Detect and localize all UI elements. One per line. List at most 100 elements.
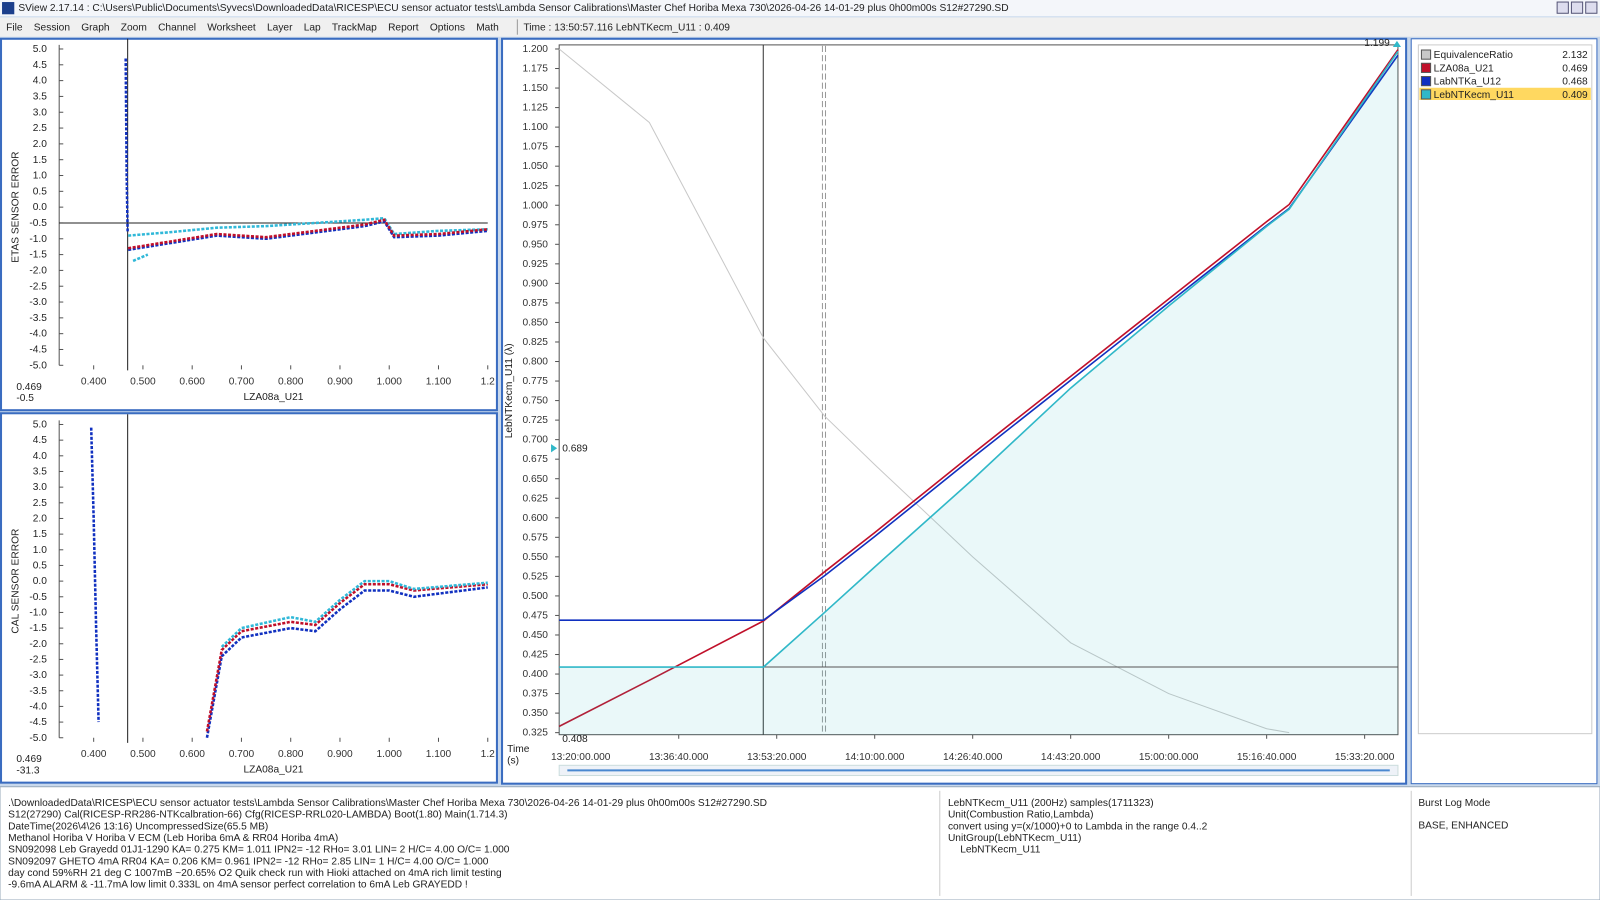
info-line: S12(27290) Cal(RICESP-RR286-NTKcalbratio… <box>8 810 507 821</box>
plot-frame <box>558 44 1399 736</box>
scatter-trace <box>132 253 149 263</box>
y-tick-label: 4.5 <box>33 435 47 446</box>
y-tick-label: 3.5 <box>33 91 47 102</box>
scatter-trace <box>128 216 488 237</box>
info-line: Burst Log Mode <box>1418 798 1490 809</box>
x-tick-label: 15:16:40.000 <box>1237 752 1297 763</box>
scatter-panel <box>0 412 498 784</box>
y-tick-label: 1.5 <box>33 155 47 166</box>
info-line: .\DownloadedData\RICESP\ECU sensor actua… <box>8 798 767 809</box>
x-tick-label: 0.800 <box>278 377 304 388</box>
y-tick-label: -1.5 <box>29 623 47 634</box>
marker-label: 0.408 <box>562 734 588 745</box>
y-tick-label: 1.000 <box>522 200 548 211</box>
x-tick-label: 0.600 <box>179 377 205 388</box>
window-title: SView 2.17.14 : C:\Users\Public\Document… <box>18 3 1008 14</box>
y-tick-label: 0.0 <box>33 576 47 587</box>
y-tick-label: 0.500 <box>522 591 548 602</box>
y-tick-label: 1.075 <box>522 142 548 153</box>
x-tick-label: 0.800 <box>278 749 304 760</box>
y-tick-label: -3.5 <box>29 686 47 697</box>
marker-label: 1.199 <box>1364 38 1390 49</box>
y-tick-label: 0.350 <box>522 708 548 719</box>
x-axis-label: LZA08a_U21 <box>243 392 303 403</box>
x-tick-label: 0.900 <box>327 377 353 388</box>
x-tick-label: 13:36:40.000 <box>649 752 709 763</box>
y-tick-label: -3.0 <box>29 297 47 308</box>
y-tick-label: 0.975 <box>522 220 548 231</box>
menu-item[interactable]: Graph <box>81 23 109 34</box>
close-button[interactable] <box>1585 1 1598 14</box>
menu-item[interactable]: Report <box>388 23 419 34</box>
legend-swatch[interactable] <box>1420 89 1432 100</box>
info-line: SN092097 GHETO 4mA RR04 KA= 0.206 KM= 0.… <box>8 856 489 867</box>
y-tick-label: 0.675 <box>522 454 548 465</box>
menu-item[interactable]: Layer <box>267 23 293 34</box>
x-tick-label: 15:33:20.000 <box>1335 752 1395 763</box>
menu-item[interactable]: Channel <box>158 23 196 34</box>
x-tick-label: 1.000 <box>376 377 402 388</box>
scatter-trace <box>205 586 488 738</box>
cursor-x-readout: 0.469 <box>16 382 42 393</box>
y-tick-label: -4.5 <box>29 345 47 356</box>
x-tick-label: 0.400 <box>81 377 107 388</box>
y-tick-label: 5.0 <box>33 44 47 55</box>
app-icon <box>2 2 15 15</box>
cursor-y-readout: -0.5 <box>16 393 34 404</box>
marker <box>1392 40 1402 47</box>
y-tick-label: 2.0 <box>33 139 47 150</box>
y-tick-label: -0.5 <box>29 218 47 229</box>
legend-value: 0.469 <box>1562 63 1588 74</box>
marker <box>551 444 558 453</box>
y-tick-label: 0.0 <box>33 202 47 213</box>
x-tick-label: 14:26:40.000 <box>943 752 1003 763</box>
legend-name[interactable]: LZA08a_U21 <box>1434 63 1494 74</box>
y-tick-label: 0.325 <box>522 728 548 739</box>
menu-item[interactable]: TrackMap <box>332 23 377 34</box>
legend-swatch[interactable] <box>1420 49 1432 60</box>
x-tick-label: 1.100 <box>426 377 452 388</box>
y-tick-label: 0.825 <box>522 337 548 348</box>
y-tick-label: 0.600 <box>522 513 548 524</box>
x-tick-label: 1.2 <box>481 377 495 388</box>
y-tick-label: -4.0 <box>29 701 47 712</box>
y-axis-label: LebNTKecm_U11 (λ) <box>504 343 515 438</box>
y-tick-label: 3.0 <box>33 107 47 118</box>
minimize-button[interactable] <box>1556 1 1569 14</box>
info-line: convert using y=(x/1000)+0 to Lambda in … <box>948 821 1208 832</box>
y-tick-label: 0.950 <box>522 239 548 250</box>
legend-name[interactable]: LebNTKecm_U11 <box>1434 90 1515 101</box>
x-tick-label: 1.2 <box>481 749 495 760</box>
maximize-button[interactable] <box>1570 1 1584 14</box>
y-tick-label: 4.0 <box>33 76 47 87</box>
y-tick-label: 0.5 <box>33 561 47 572</box>
y-tick-label: 4.5 <box>33 60 47 71</box>
menu-item[interactable]: Zoom <box>121 23 147 34</box>
y-tick-label: 1.050 <box>522 161 548 172</box>
menu-item[interactable]: Math <box>476 23 499 34</box>
legend-swatch[interactable] <box>1420 76 1432 87</box>
legend-name[interactable]: LabNTKa_U12 <box>1434 77 1502 88</box>
y-tick-label: -2.5 <box>29 654 47 665</box>
y-tick-label: 2.5 <box>33 123 47 134</box>
main-panel <box>501 37 1408 785</box>
legend-name[interactable]: EquivalenceRatio <box>1434 50 1514 61</box>
y-tick-label: 1.0 <box>33 545 47 556</box>
legend-swatch[interactable] <box>1420 62 1432 73</box>
x-axis-label: LZA08a_U21 <box>243 764 303 775</box>
y-tick-label: -2.0 <box>29 265 47 276</box>
y-tick-label: -0.5 <box>29 592 47 603</box>
x-tick-label: 14:43:20.000 <box>1041 752 1101 763</box>
menu-item[interactable]: Session <box>34 23 70 34</box>
menu-item[interactable]: Worksheet <box>207 23 256 34</box>
legend-value: 0.409 <box>1562 90 1588 101</box>
x-tick-label: 13:53:20.000 <box>747 752 807 763</box>
y-tick-label: 1.150 <box>522 83 548 94</box>
menu-item[interactable]: Lap <box>304 23 321 34</box>
menu-item[interactable]: Options <box>430 23 465 34</box>
menu-item[interactable]: File <box>6 23 23 34</box>
y-tick-label: 0.700 <box>522 435 548 446</box>
y-tick-label: 3.5 <box>33 467 47 478</box>
x-tick-label: 1.100 <box>426 749 452 760</box>
info-line: SN092098 Leb Grayedd 01J1-1290 KA= 0.275… <box>8 845 510 856</box>
